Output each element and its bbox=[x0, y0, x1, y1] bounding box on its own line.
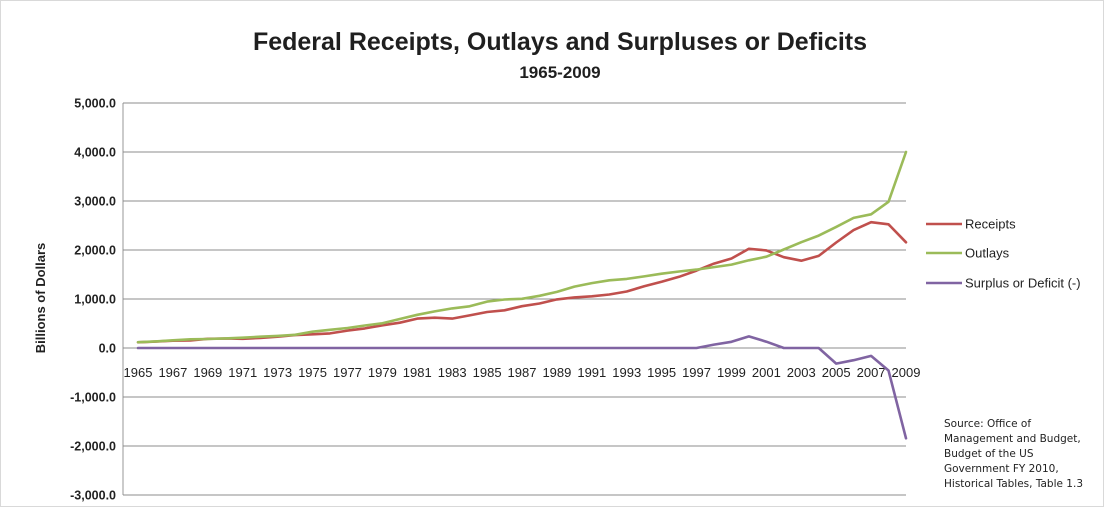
x-tick-label: 1981 bbox=[403, 365, 432, 380]
x-tick-label: 2001 bbox=[752, 365, 781, 380]
chart-subtitle: 1965-2009 bbox=[519, 63, 600, 82]
y-tick-label: 2,000.0 bbox=[74, 244, 116, 258]
legend-label: Receipts bbox=[965, 217, 1016, 232]
x-tick-label: 1987 bbox=[508, 365, 537, 380]
x-tick-label: 1993 bbox=[612, 365, 641, 380]
source-note: Source: Office of Management and Budget,… bbox=[944, 418, 1084, 490]
y-tick-label: 4,000.0 bbox=[74, 146, 116, 160]
legend-label: Outlays bbox=[965, 246, 1010, 261]
x-tick-label: 1967 bbox=[158, 365, 187, 380]
x-tick-label: 1971 bbox=[228, 365, 257, 380]
x-tick-label: 2007 bbox=[857, 365, 886, 380]
y-axis-label: Billions of Dollars bbox=[33, 243, 48, 354]
x-axis-ticks: 1965 1967 1969 1971 1973 1975 1977 1979 1981 1983… bbox=[124, 365, 921, 380]
y-tick-label: 5,000.0 bbox=[74, 97, 116, 111]
y-tick-label: 3,000.0 bbox=[74, 195, 116, 209]
x-tick-label: 2005 bbox=[822, 365, 851, 380]
x-tick-label: 1973 bbox=[263, 365, 292, 380]
y-tick-label: 0.0 bbox=[99, 342, 116, 356]
y-tick-label: -3,000.0 bbox=[70, 489, 116, 503]
x-tick-label: 2009 bbox=[892, 365, 921, 380]
x-tick-label: 1977 bbox=[333, 365, 362, 380]
series-line-3 bbox=[136, 335, 908, 440]
x-tick-label: 1995 bbox=[647, 365, 676, 380]
series-line-1 bbox=[136, 220, 908, 344]
y-tick-label: 1,000.0 bbox=[74, 293, 116, 307]
x-tick-label: 1997 bbox=[682, 365, 711, 380]
x-tick-label: 1999 bbox=[717, 365, 746, 380]
x-tick-label: 1985 bbox=[473, 365, 502, 380]
x-tick-label: 1965 bbox=[124, 365, 153, 380]
x-tick-label: 1975 bbox=[298, 365, 327, 380]
y-tick-label: -1,000.0 bbox=[70, 391, 116, 405]
series-lines bbox=[136, 150, 908, 440]
legend-label: Surplus or Deficit (-) bbox=[965, 276, 1081, 291]
x-tick-label: 1991 bbox=[577, 365, 606, 380]
x-tick-label: 1983 bbox=[438, 365, 467, 380]
x-tick-label: 1979 bbox=[368, 365, 397, 380]
series-line-2 bbox=[136, 150, 908, 344]
gridlines bbox=[122, 102, 906, 496]
x-tick-label: 2003 bbox=[787, 365, 816, 380]
legend: Receipts Outlays Surplus or Deficit (-) bbox=[926, 217, 1081, 291]
chart-title: Federal Receipts, Outlays and Surpluses … bbox=[253, 28, 867, 56]
y-tick-label: -2,000.0 bbox=[70, 440, 116, 454]
x-tick-label: 1989 bbox=[542, 365, 571, 380]
x-tick-label: 1969 bbox=[193, 365, 222, 380]
y-axis-ticks: 5,000.0 4,000.0 3,000.0 2,000.0 1,000.0 0.0 -1… bbox=[70, 97, 116, 503]
